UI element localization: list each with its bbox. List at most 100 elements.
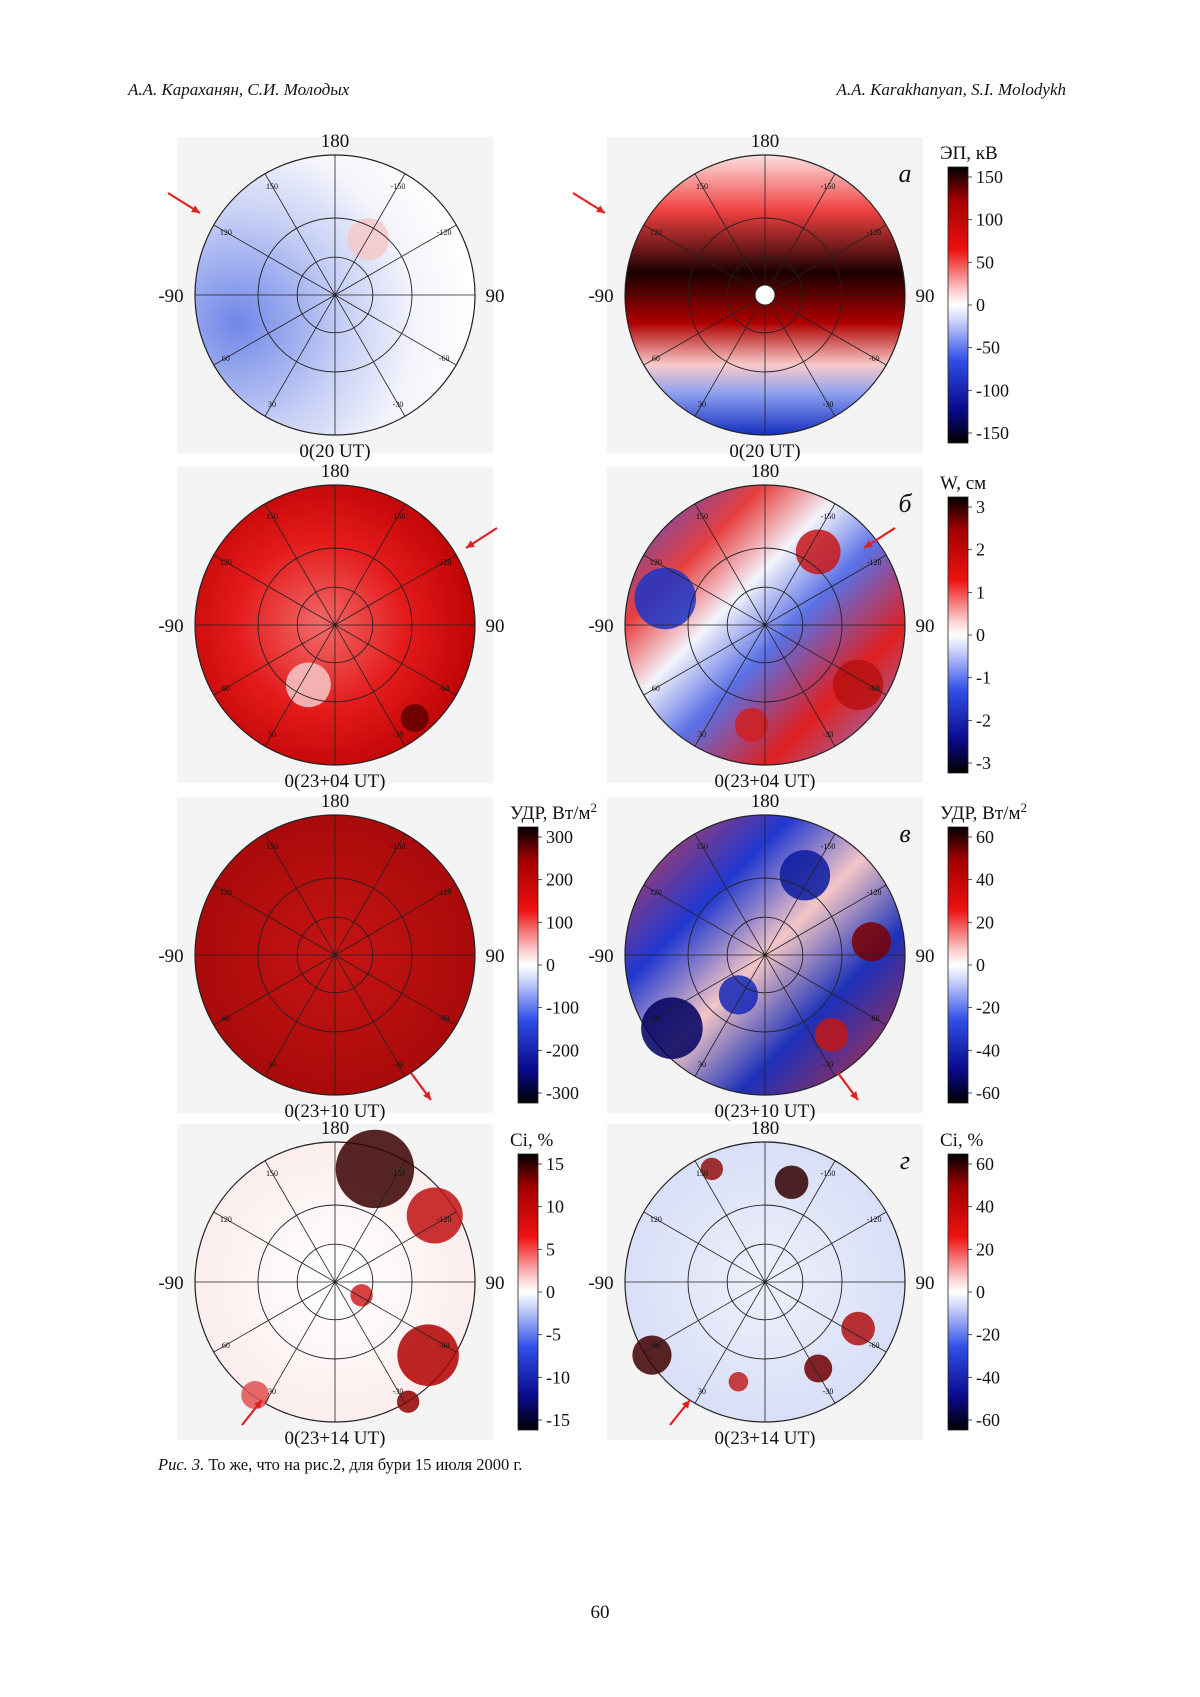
meridian-tick-label: -120 <box>437 558 452 567</box>
meridian-tick-label: -30 <box>393 400 404 409</box>
meridian-tick-label: -60 <box>869 1341 880 1350</box>
axis-label-top: 180 <box>321 131 350 152</box>
colorbar-title: ЭП, кВ <box>940 143 998 164</box>
colorbar-tick-label: -2 <box>976 710 991 730</box>
axis-label-left: -90 <box>158 616 183 637</box>
field-anomaly <box>347 218 389 260</box>
colorbar-tick-label: -10 <box>546 1367 570 1387</box>
colorbar-tick-label: 0 <box>546 955 555 975</box>
colorbar: ЭП, кВ150100500-50-100-150 <box>940 143 1009 443</box>
colorbar-tick-label: 2 <box>976 540 985 560</box>
meridian-tick-label: 30 <box>698 400 706 409</box>
colorbar-tick-label: -150 <box>976 423 1009 443</box>
meridian-tick-label: 120 <box>220 228 232 237</box>
colorbar-title: W, см <box>940 473 986 494</box>
colorbar-tick-label: 20 <box>976 1239 994 1259</box>
meridian-tick-label: 60 <box>222 354 230 363</box>
colorbar-tick-label: -50 <box>976 338 1000 358</box>
colorbar-tick-label: 0 <box>976 955 985 975</box>
meridian-tick-label: -150 <box>391 182 406 191</box>
meridian-tick-label: 120 <box>220 1215 232 1224</box>
meridian-tick-label: 30 <box>698 1060 706 1069</box>
colorbar-tick-label: -60 <box>976 1410 1000 1430</box>
polar-map-panel: -150150-120120-6060-3030180-90900(20 UT) <box>588 131 934 462</box>
meridian-tick-label: 150 <box>266 512 278 521</box>
axis-label-right: 90 <box>486 1273 505 1294</box>
field-anomaly <box>729 1372 749 1392</box>
colorbar-tick-label: 200 <box>546 870 573 890</box>
field-anomaly <box>815 1018 849 1052</box>
axis-label-top: 180 <box>321 791 350 812</box>
field-anomaly <box>804 1354 832 1382</box>
field-anomaly <box>401 704 429 732</box>
meridian-tick-label: 60 <box>222 684 230 693</box>
panel-letter: г <box>900 1146 910 1175</box>
meridian-tick-label: 150 <box>266 842 278 851</box>
meridian-tick-label: 120 <box>650 888 662 897</box>
meridian-tick-label: 150 <box>266 182 278 191</box>
axis-label-bottom: 0(23+14 UT) <box>285 1428 386 1449</box>
meridian-tick-label: -60 <box>869 1014 880 1023</box>
colorbar-scale <box>948 827 968 1103</box>
colorbar-tick-label: 0 <box>976 295 985 315</box>
colorbar-title-superscript: 2 <box>1020 800 1027 815</box>
axis-label-left: -90 <box>158 1273 183 1294</box>
axis-label-right: 90 <box>916 286 935 307</box>
meridian-tick-label: 120 <box>220 888 232 897</box>
meridian-tick-label: -30 <box>823 730 834 739</box>
polar-map-panel: -150150-120120-6060-3030180-90900(23+10 … <box>588 791 934 1122</box>
field-anomaly <box>407 1188 463 1244</box>
colorbar-tick-label: 15 <box>546 1154 564 1174</box>
colorbar-title-superscript: 2 <box>590 800 597 815</box>
meridian-tick-label: -150 <box>821 512 836 521</box>
colorbar-tick-label: 10 <box>546 1197 564 1217</box>
colorbar-title: Ci, % <box>940 1130 983 1151</box>
axis-label-left: -90 <box>158 946 183 967</box>
meridian-tick-label: -120 <box>867 228 882 237</box>
meridian-tick-label: -120 <box>867 558 882 567</box>
colorbar-tick-label: 50 <box>976 252 994 272</box>
axis-label-left: -90 <box>588 616 613 637</box>
colorbar-tick-label: 0 <box>546 1282 555 1302</box>
colorbar-scale <box>518 1154 538 1430</box>
colorbar-tick-label: 100 <box>546 912 573 932</box>
colorbar-scale <box>948 167 968 443</box>
field-anomaly <box>796 529 841 574</box>
caption-label: Рис. 3. <box>158 1455 204 1474</box>
meridian-tick-label: -150 <box>821 842 836 851</box>
colorbar-tick-label: -5 <box>546 1325 561 1345</box>
meridian-tick-label: -150 <box>821 1169 836 1178</box>
field-anomaly <box>397 1324 459 1386</box>
colorbar-tick-label: -20 <box>976 1325 1000 1345</box>
meridian-tick-label: 60 <box>652 684 660 693</box>
meridian-tick-label: -120 <box>437 1215 452 1224</box>
colorbar: Ci, %6040200-20-40-60 <box>940 1130 1000 1430</box>
colorbar-tick-label: 5 <box>546 1239 555 1259</box>
meridian-tick-label: -150 <box>391 842 406 851</box>
colorbar-tick-label: 100 <box>976 210 1003 230</box>
colorbar-scale <box>948 497 968 773</box>
meridian-tick-label: -30 <box>393 730 404 739</box>
meridian-tick-label: -150 <box>391 512 406 521</box>
field-anomaly <box>775 1165 809 1199</box>
page-number: 60 <box>0 1602 1200 1624</box>
colorbar: УДР, Вт/м23002001000-100-200-300 <box>510 800 597 1104</box>
meridian-tick-label: 30 <box>698 730 706 739</box>
axis-label-top: 180 <box>751 461 780 482</box>
meridian-tick-label: 30 <box>268 400 276 409</box>
colorbar-tick-label: 60 <box>976 827 994 847</box>
colorbar-tick-label: -20 <box>976 998 1000 1018</box>
axis-label-right: 90 <box>486 946 505 967</box>
axis-label-top: 180 <box>321 1118 350 1139</box>
colorbar-title: Ci, % <box>510 1130 553 1151</box>
polar-map-panel: -150150-120120-6060-3030180-90900(23+04 … <box>588 461 934 792</box>
meridian-tick-label: 150 <box>266 1169 278 1178</box>
meridian-tick-label: 120 <box>220 558 232 567</box>
colorbar-tick-label: -200 <box>546 1040 579 1060</box>
colorbar-tick-label: 3 <box>976 497 985 517</box>
colorbar-tick-label: 20 <box>976 912 994 932</box>
axis-label-left: -90 <box>588 946 613 967</box>
meridian-tick-label: 60 <box>222 1014 230 1023</box>
colorbar-tick-label: 0 <box>976 1282 985 1302</box>
panel-letter: б <box>898 489 912 518</box>
